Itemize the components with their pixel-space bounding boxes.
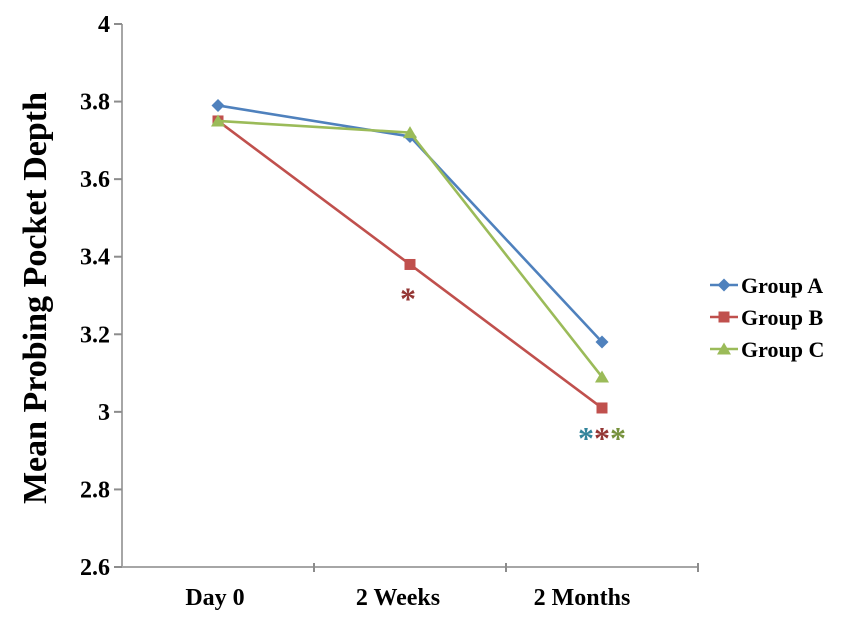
legend-label: Group A (741, 273, 823, 298)
data-point-group-b-2-months (596, 402, 608, 414)
significance-asterisk-3: * (610, 420, 626, 456)
data-point-group-c-2-months (595, 370, 609, 383)
legend: Group A Group B Group C (710, 273, 824, 362)
data-point-group-a-2-months (595, 335, 609, 349)
data-point-group-c-day-0 (211, 114, 225, 127)
x-category-label-day-0: Day 0 (185, 585, 244, 611)
y-tick-label: 2.6 (80, 555, 110, 581)
legend-label: Group C (741, 337, 824, 362)
annotations: ** * * (400, 281, 626, 457)
x-category-label-2-weeks: 2 Weeks (356, 585, 440, 611)
legend-item-group-c: Group C (710, 337, 824, 362)
x-axis-ticks: Day 0 2 Weeks 2 Months (185, 563, 699, 611)
y-tick-label: 3 (98, 400, 110, 426)
y-tick-label: 3.2 (80, 322, 110, 348)
y-tick-label: 3.4 (80, 245, 110, 271)
significance-asterisk-2: * (594, 420, 610, 456)
data-point-group-a-day-0 (211, 98, 225, 112)
y-axis-title: Mean Probing Pocket Depth (17, 92, 54, 504)
legend-marker-square (718, 311, 730, 323)
legend-item-group-a: Group A (710, 273, 823, 298)
y-axis-ticks: 4 3.8 3.6 3.4 3.2 3 2.8 2.6 (80, 12, 122, 581)
legend-marker-diamond (717, 278, 731, 292)
x-category-label-2-months: 2 Months (534, 585, 631, 611)
series-line-group-c (217, 119, 604, 378)
y-tick-label: 2.8 (80, 477, 110, 503)
data-point-group-c-2-weeks (403, 126, 417, 139)
y-tick-label: 3.6 (80, 167, 110, 193)
y-tick-label: 3.8 (80, 90, 110, 116)
legend-marker-triangle (717, 342, 731, 355)
axes (121, 24, 698, 568)
legend-label: Group B (741, 305, 823, 330)
series-group-b (212, 115, 608, 414)
series-group-c (211, 114, 609, 383)
significance-asterisk-1: * (578, 420, 594, 456)
significance-asterisk-0: * (400, 281, 416, 317)
legend-item-group-b: Group B (710, 305, 823, 330)
y-tick-label: 4 (98, 12, 110, 38)
data-point-group-b-2-weeks (404, 258, 416, 270)
